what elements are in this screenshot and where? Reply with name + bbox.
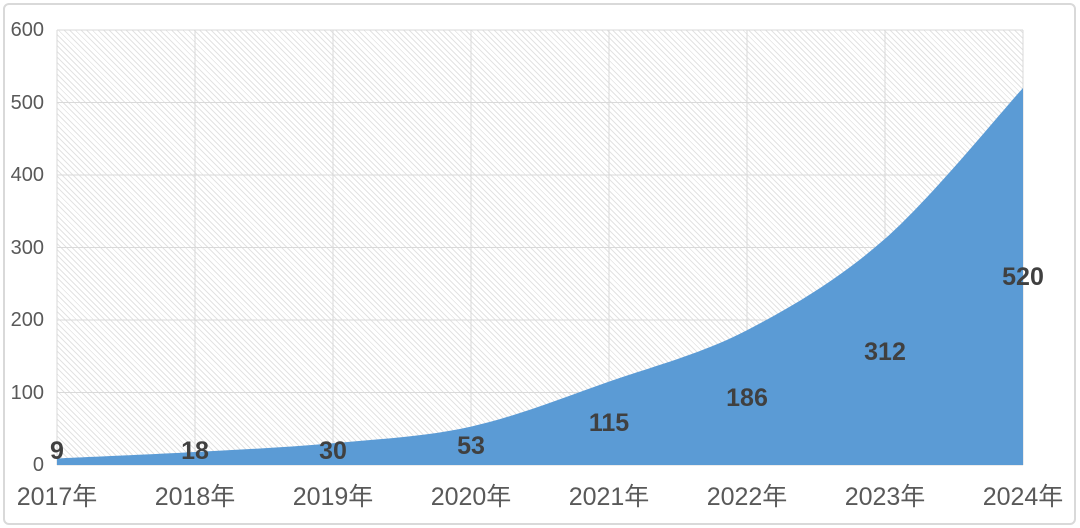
x-axis-label: 2020年: [430, 483, 512, 511]
data-label: 312: [864, 337, 906, 366]
data-label: 18: [181, 437, 209, 465]
y-axis-tick-label: 300: [10, 236, 44, 259]
y-axis-tick-label: 100: [10, 381, 44, 404]
data-label: 186: [726, 383, 768, 412]
x-axis-label: 2024年: [982, 483, 1064, 511]
x-axis-label: 2022年: [706, 483, 788, 511]
data-label: 30: [319, 437, 347, 465]
x-axis-label: 2018年: [154, 483, 236, 511]
data-label: 115: [588, 409, 630, 438]
y-axis-tick-label: 500: [10, 91, 44, 114]
data-label: 520: [1002, 262, 1044, 291]
y-axis-tick-label: 200: [10, 309, 44, 331]
x-axis-label: 2021年: [568, 483, 650, 511]
x-axis-label: 2017年: [16, 483, 98, 511]
data-label: 9: [50, 437, 64, 465]
plot-area: [57, 30, 1023, 465]
x-axis-label: 2023年: [844, 483, 926, 511]
y-axis-tick-label: 400: [10, 164, 44, 186]
x-axis-label: 2019年: [292, 483, 374, 511]
y-axis-tick-label: 0: [32, 454, 44, 476]
y-axis-tick-label: 600: [10, 19, 44, 41]
data-label: 53: [457, 431, 485, 460]
